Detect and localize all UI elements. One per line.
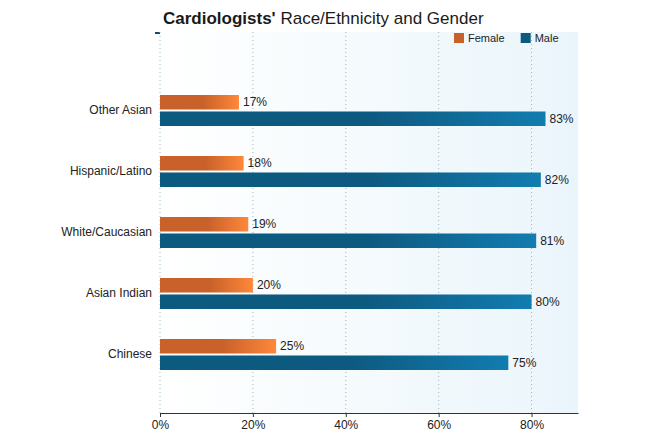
plot: 17% 18% 19% 20% 25% 83% 82% 81% 80% 75% 0% 20% 40% 60… xyxy=(61,32,578,432)
y-tick-label: White/Caucasian xyxy=(61,225,152,239)
y-tick: Hispanic/Latino xyxy=(70,164,160,178)
y-tick: Asian Indian xyxy=(86,286,160,300)
legend-swatch xyxy=(521,33,531,43)
data-label: 25% xyxy=(280,339,304,353)
x-tick-label: 0% xyxy=(152,418,170,432)
x-tick: 40% xyxy=(334,413,358,432)
legend-item: Male xyxy=(521,32,559,44)
bars xyxy=(160,95,545,370)
data-label: 81% xyxy=(540,234,564,248)
bar xyxy=(160,95,239,110)
data-labels: 17% 18% 19% 20% 25% 83% 82% 81% 80% 75% xyxy=(243,95,574,369)
chart: Cardiologists' Race/Ethnicity and Gender… xyxy=(0,0,645,439)
bar xyxy=(160,156,244,171)
data-label: 17% xyxy=(243,95,267,109)
data-label: 75% xyxy=(512,356,536,370)
x-tick-label: 20% xyxy=(241,418,265,432)
bar xyxy=(160,294,532,309)
bar xyxy=(160,111,545,126)
bar xyxy=(160,233,536,248)
y-tick-label: Chinese xyxy=(108,347,152,361)
bar xyxy=(160,217,248,232)
y-tick: Other Asian xyxy=(89,103,160,117)
x-tick-mark xyxy=(439,413,440,417)
y-tick: Chinese xyxy=(108,347,160,361)
x-tick-mark xyxy=(532,413,533,417)
x-tick-mark xyxy=(160,413,161,417)
x-tick: 80% xyxy=(520,413,544,432)
bar xyxy=(160,172,541,187)
y-tick-label: Asian Indian xyxy=(86,286,152,300)
x-tick: 60% xyxy=(427,413,451,432)
legend: Female Male xyxy=(454,32,559,44)
x-tick-label: 80% xyxy=(520,418,544,432)
x-tick-mark xyxy=(253,413,254,417)
data-label: 83% xyxy=(549,112,573,126)
x-tick-label: 40% xyxy=(334,418,358,432)
grid xyxy=(160,32,532,413)
x-axis: 0% 20% 40% 60% 80% xyxy=(152,413,579,432)
x-tick: 0% xyxy=(152,413,170,432)
bar xyxy=(160,278,253,293)
x-tick-label: 60% xyxy=(427,418,451,432)
title: Cardiologists' Race/Ethnicity and Gender xyxy=(163,9,484,28)
y-tick-label: Hispanic/Latino xyxy=(70,164,152,178)
x-tick-mark xyxy=(346,413,347,417)
bar xyxy=(160,355,508,370)
y-tick: White/Caucasian xyxy=(61,225,160,239)
legend-label: Male xyxy=(535,32,559,44)
legend-item: Female xyxy=(454,32,505,44)
legend-swatch xyxy=(454,33,464,43)
data-label: 19% xyxy=(252,217,276,231)
y-axis: Other Asian Hispanic/Latino White/Caucasia… xyxy=(61,103,160,361)
bar xyxy=(160,339,276,354)
legend-label: Female xyxy=(468,32,505,44)
data-label: 20% xyxy=(257,278,281,292)
x-tick: 20% xyxy=(241,413,265,432)
plot-background xyxy=(160,32,578,413)
y-tick-label: Other Asian xyxy=(89,103,152,117)
data-label: 18% xyxy=(248,156,272,170)
x-axis-line xyxy=(161,413,579,414)
data-label: 82% xyxy=(545,173,569,187)
data-label: 80% xyxy=(536,295,560,309)
